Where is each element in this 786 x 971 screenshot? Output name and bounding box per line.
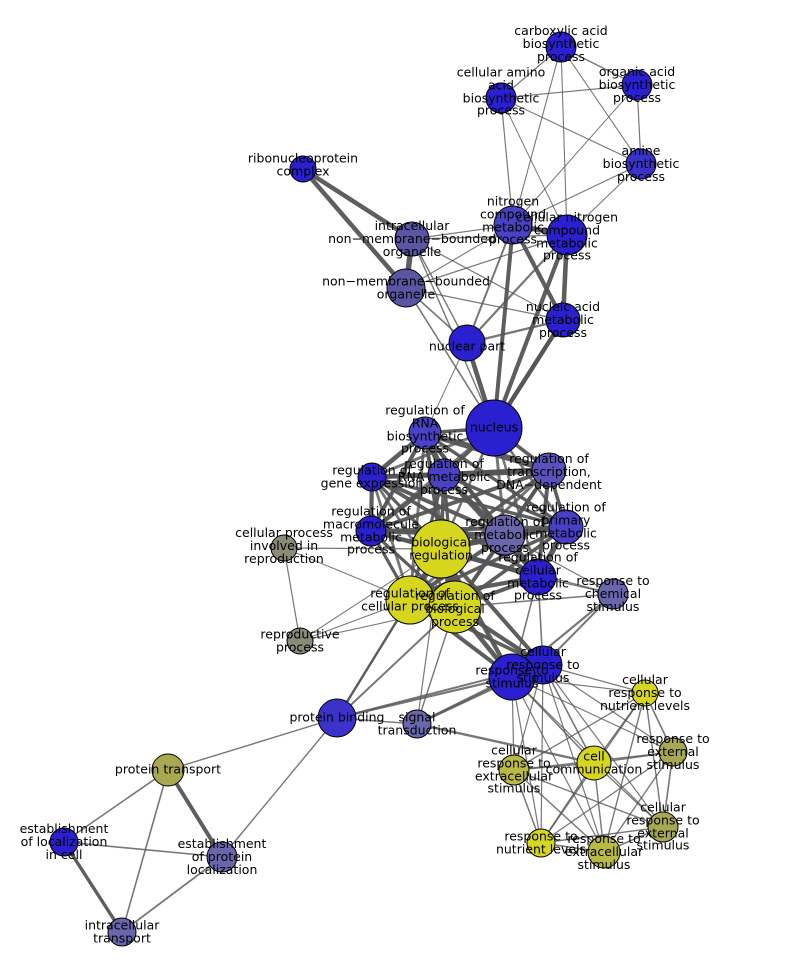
edge <box>166 768 224 859</box>
edge <box>513 692 646 771</box>
graph-node[interactable] <box>357 462 387 492</box>
graph-node[interactable] <box>402 709 432 739</box>
graph-node[interactable] <box>428 580 482 634</box>
edge <box>500 84 638 99</box>
edge <box>542 664 605 853</box>
edge <box>121 856 223 933</box>
graph-node[interactable] <box>597 578 629 610</box>
edge <box>63 841 223 858</box>
graph-node[interactable] <box>545 31 577 63</box>
edge <box>492 234 569 429</box>
edge <box>301 167 408 290</box>
edge <box>603 692 646 853</box>
edge <box>504 534 614 595</box>
graph-node[interactable] <box>206 841 238 873</box>
graph-node[interactable] <box>647 811 679 843</box>
graph-node[interactable] <box>526 828 556 858</box>
graph-node[interactable] <box>631 679 659 707</box>
graph-node[interactable] <box>465 399 523 457</box>
graph-node[interactable] <box>289 155 317 183</box>
edge <box>513 769 664 828</box>
edge <box>500 97 642 165</box>
edge <box>411 238 468 344</box>
edge <box>512 46 562 226</box>
edge <box>283 547 301 642</box>
edge <box>466 234 568 344</box>
graph-node[interactable] <box>151 753 185 787</box>
graph-node[interactable] <box>408 416 442 450</box>
graph-node[interactable] <box>386 268 426 308</box>
graph-node[interactable] <box>484 514 526 556</box>
graph-node[interactable] <box>621 69 653 101</box>
edge <box>411 234 568 240</box>
edge <box>370 525 567 533</box>
edge <box>560 46 642 165</box>
graph-node[interactable] <box>485 82 517 114</box>
graph-node[interactable] <box>385 575 435 625</box>
edge <box>500 97 514 226</box>
graph-node[interactable] <box>49 827 79 857</box>
edge <box>405 224 514 289</box>
graph-node[interactable] <box>493 205 533 245</box>
edge <box>560 46 568 236</box>
graph-node[interactable] <box>427 458 461 492</box>
graph-node[interactable] <box>394 221 430 257</box>
edge <box>492 224 515 429</box>
edge <box>603 751 674 853</box>
edge <box>371 475 567 529</box>
edge <box>63 769 169 843</box>
graph-node[interactable] <box>548 509 584 545</box>
graph-node[interactable] <box>448 324 486 362</box>
graph-node[interactable] <box>546 214 588 256</box>
graph-node[interactable] <box>411 519 471 579</box>
edge <box>371 467 550 480</box>
edge <box>405 234 568 289</box>
graph-node[interactable] <box>488 653 536 701</box>
edge <box>336 606 456 719</box>
edge <box>416 722 595 765</box>
edge <box>540 826 664 844</box>
graph-node[interactable] <box>286 627 314 655</box>
edge <box>371 475 506 537</box>
graph-node[interactable] <box>355 515 387 547</box>
graph-node[interactable] <box>270 534 298 562</box>
edge <box>62 841 124 933</box>
edge <box>542 664 674 753</box>
edge <box>424 431 567 529</box>
graph-node[interactable] <box>545 302 581 338</box>
edge <box>542 664 664 828</box>
edge <box>511 676 542 844</box>
edge <box>221 717 338 858</box>
edge <box>513 769 605 853</box>
graph-node[interactable] <box>625 148 657 180</box>
graph-node[interactable] <box>317 698 357 738</box>
graph-node[interactable] <box>498 754 530 786</box>
edge <box>466 224 514 344</box>
edge <box>500 97 568 236</box>
edge <box>167 717 338 771</box>
node-layer <box>49 31 688 947</box>
graph-node[interactable] <box>658 737 688 767</box>
edge <box>511 676 674 753</box>
edge <box>301 167 414 241</box>
graph-node[interactable] <box>519 558 557 596</box>
graph-node[interactable] <box>107 917 137 947</box>
graph-node[interactable] <box>587 835 621 869</box>
edge <box>121 769 169 933</box>
graph-node[interactable] <box>576 745 612 781</box>
edge <box>540 751 674 844</box>
edge <box>644 692 664 828</box>
edge <box>512 84 638 226</box>
edge <box>512 163 642 226</box>
graph-node[interactable] <box>531 452 567 488</box>
